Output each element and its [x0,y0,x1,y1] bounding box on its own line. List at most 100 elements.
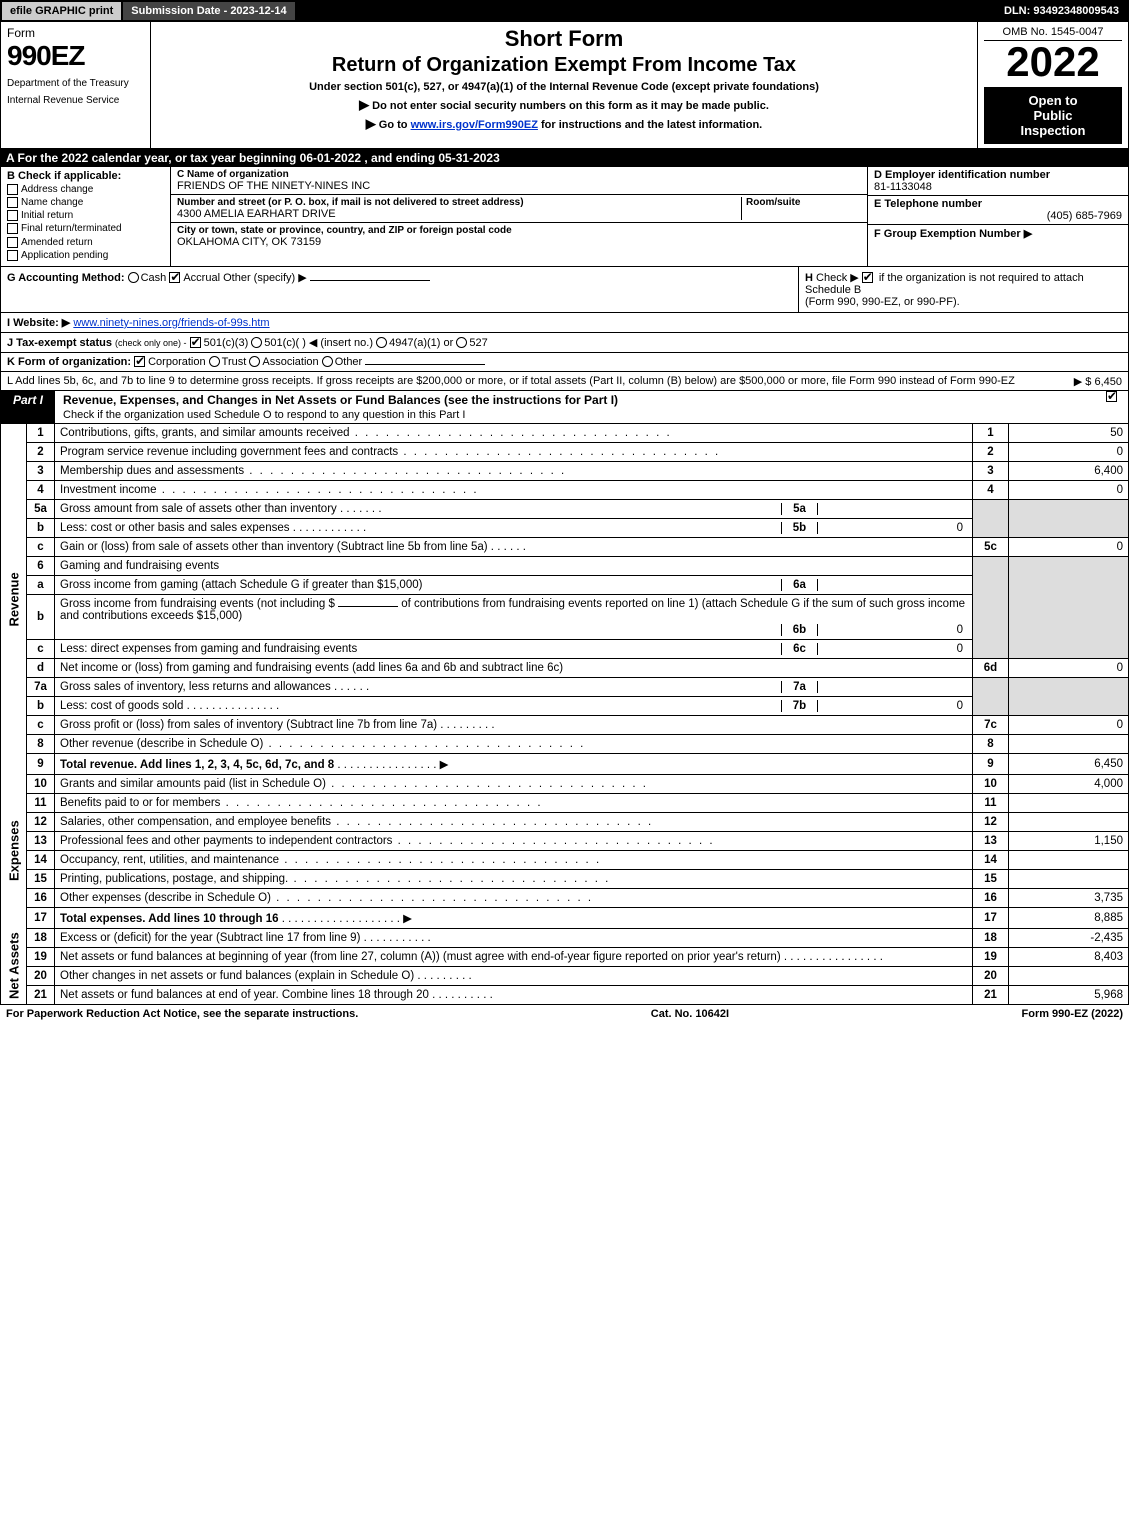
radio-501c[interactable] [251,337,262,348]
chk-name-change[interactable]: Name change [7,197,164,208]
desc-6: Gaming and fundraising events [55,556,973,575]
irs-link[interactable]: www.irs.gov/Form990EZ [411,119,538,131]
ln-13: 13 [27,831,55,850]
part-i-title-text: Revenue, Expenses, and Changes in Net As… [63,393,618,407]
open1: Open to [988,93,1118,108]
form-header: Form 990EZ Department of the Treasury In… [0,22,1129,149]
h-text1: Check ▶ [816,272,859,284]
c-name: C Name of organization FRIENDS OF THE NI… [171,167,867,195]
rn-18: 18 [973,928,1009,947]
arrow-icon: ▶ [359,97,369,112]
val-21: 5,968 [1009,985,1129,1004]
desc-6d: Net income or (loss) from gaming and fun… [55,658,973,677]
f-group: F Group Exemption Number ▶ [868,225,1128,242]
radio-527[interactable] [456,337,467,348]
boxval-6c: 0 [817,643,967,655]
box-6c: 6c [781,643,817,655]
g-other: Other (specify) ▶ [223,272,307,284]
val-8 [1009,734,1129,753]
g-cash: Cash [141,272,167,284]
c-city: City or town, state or province, country… [171,223,867,250]
lbl-initial: Initial return [21,210,73,221]
h-check: H Check ▶ if the organization is not req… [798,267,1128,312]
chk-accrual[interactable] [169,272,180,283]
ln-3: 3 [27,461,55,480]
c-room-lbl: Room/suite [746,197,861,208]
desc-6a: Gross income from gaming (attach Schedul… [55,575,973,594]
val-4: 0 [1009,480,1129,499]
chk-501c3[interactable] [190,337,201,348]
website-link[interactable]: www.ninety-nines.org/friends-of-99s.htm [73,317,269,329]
ln-4: 4 [27,480,55,499]
ln-5b: b [27,518,55,537]
ln-18: 18 [27,928,55,947]
desc-20: Other changes in net assets or fund bala… [55,966,973,985]
spacer [297,2,996,20]
ln-6c: c [27,639,55,658]
row-j-status: J Tax-exempt status (check only one) - 5… [0,333,1129,353]
e-phone: E Telephone number (405) 685-7969 [868,196,1128,225]
ln-5c: c [27,537,55,556]
chk-h[interactable] [862,272,873,283]
part-i-tab: Part I [1,391,55,423]
chk-final-return[interactable]: Final return/terminated [7,223,164,234]
desc-1: Contributions, gifts, grants, and simila… [55,424,973,443]
chk-pending[interactable]: Application pending [7,250,164,261]
instruction-goto: ▶ Go to www.irs.gov/Form990EZ for instru… [161,116,967,132]
shade-5ab [973,499,1009,537]
val-2: 0 [1009,442,1129,461]
ln-16: 16 [27,888,55,907]
l-amount: ▶ $ 6,450 [1074,375,1122,388]
e-val: (405) 685-7969 [874,210,1122,222]
desc-10: Grants and similar amounts paid (list in… [55,774,973,793]
shade-6abc [973,556,1009,658]
l-text: L Add lines 5b, 6c, and 7b to line 9 to … [7,375,1015,387]
efile-print[interactable]: efile GRAPHIC print [2,2,123,20]
shadeval-5ab [1009,499,1129,537]
radio-cash[interactable] [128,272,139,283]
k-assoc: Association [262,356,318,368]
row-k-org: K Form of organization: Corporation Trus… [0,353,1129,372]
box-6a: 6a [781,579,817,591]
desc-14: Occupancy, rent, utilities, and maintena… [55,850,973,869]
desc-6b: Gross income from fundraising events (no… [55,594,973,639]
desc-5b: Less: cost or other basis and sales expe… [55,518,973,537]
radio-assoc[interactable] [249,356,260,367]
desc-7c: Gross profit or (loss) from sales of inv… [55,715,973,734]
lbl-final: Final return/terminated [21,224,122,235]
submission-date: Submission Date - 2023-12-14 [123,2,296,20]
j-opt1: 501(c)(3) [204,337,249,349]
form-number: 990EZ [7,40,144,72]
radio-other[interactable] [322,356,333,367]
j-opt2: 501(c)( ) ◀ (insert no.) [264,337,373,349]
chk-corp[interactable] [134,356,145,367]
j-opt4: 527 [469,337,487,349]
i-label: I Website: ▶ [7,317,70,329]
tax-year: 2022 [984,41,1122,83]
radio-trust[interactable] [209,356,220,367]
lbl-addr-change: Address change [21,184,93,195]
part-i-check-text: Check if the organization used Schedule … [63,409,465,421]
side-revenue: Revenue [1,424,27,775]
g-other-input[interactable] [310,280,430,281]
k-other-input[interactable] [365,364,485,365]
chk-address-change[interactable]: Address change [7,184,164,195]
desc-13: Professional fees and other payments to … [55,831,973,850]
rn-19: 19 [973,947,1009,966]
shadeval-7ab [1009,677,1129,715]
k-trust: Trust [222,356,247,368]
top-bar: efile GRAPHIC print Submission Date - 20… [0,0,1129,22]
rn-3: 3 [973,461,1009,480]
part-i-check[interactable] [1098,391,1128,423]
chk-amended[interactable]: Amended return [7,237,164,248]
footer-left: For Paperwork Reduction Act Notice, see … [6,1008,358,1020]
rn-14: 14 [973,850,1009,869]
ln-19: 19 [27,947,55,966]
ln-6d: d [27,658,55,677]
section-bcdef: B Check if applicable: Address change Na… [0,167,1129,267]
instr2-pre: Go to [379,119,411,131]
val-16: 3,735 [1009,888,1129,907]
radio-4947[interactable] [376,337,387,348]
chk-initial-return[interactable]: Initial return [7,210,164,221]
lbl-amended: Amended return [21,237,93,248]
